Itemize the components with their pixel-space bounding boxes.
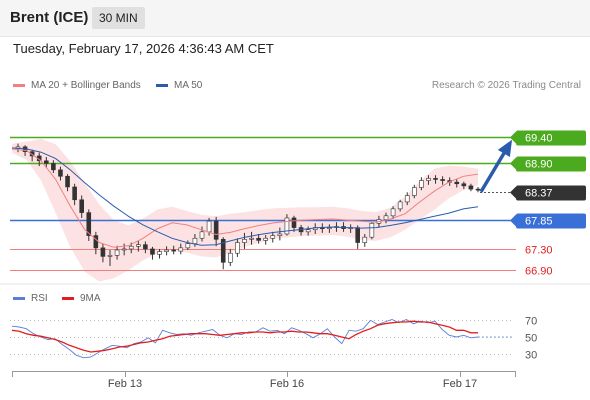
ma20-line bbox=[11, 148, 479, 248]
level-label-pointer bbox=[510, 131, 516, 144]
rsi-label: RSI bbox=[31, 293, 48, 304]
candle-body bbox=[369, 222, 375, 238]
candle-body bbox=[157, 251, 162, 255]
ma20-label: MA 20 + Bollinger Bands bbox=[31, 80, 141, 91]
legend-ma50: MA 50 bbox=[156, 80, 202, 91]
instrument-title: Brent (ICE) bbox=[10, 9, 89, 26]
candle-body bbox=[100, 247, 106, 257]
candle-body bbox=[397, 201, 403, 210]
oscillator-tick-label: 50 bbox=[525, 333, 537, 345]
9ma-label: 9MA bbox=[80, 293, 101, 304]
candle-body bbox=[107, 255, 113, 257]
9ma-swatch bbox=[62, 296, 74, 300]
level-label-pointer bbox=[510, 214, 516, 227]
legend-ma20: MA 20 + Bollinger Bands bbox=[13, 80, 141, 91]
candle-body bbox=[291, 217, 297, 228]
candle-body bbox=[206, 220, 212, 233]
candle-body bbox=[440, 179, 445, 181]
level-label-box bbox=[516, 156, 586, 172]
candle-body bbox=[390, 208, 396, 217]
candle-body bbox=[44, 160, 49, 164]
ma50-swatch bbox=[156, 83, 168, 87]
candle-body bbox=[192, 237, 198, 244]
candle-body bbox=[178, 247, 184, 252]
candle-body bbox=[305, 229, 311, 233]
rsi-line bbox=[11, 318, 479, 359]
candle-body bbox=[249, 237, 254, 240]
timestamp: Tuesday, February 17, 2026 4:36:43 AM CE… bbox=[13, 41, 274, 56]
candle-body bbox=[72, 186, 77, 201]
candle-body bbox=[404, 195, 410, 203]
ma50-line bbox=[11, 147, 479, 246]
level-label-box bbox=[516, 185, 586, 201]
oscillator-tick-label: 70 bbox=[525, 316, 537, 328]
candle-body bbox=[461, 183, 467, 187]
candle-body bbox=[51, 163, 56, 171]
candle-body bbox=[419, 180, 424, 188]
candle-body bbox=[199, 231, 205, 239]
candle-body bbox=[29, 151, 35, 157]
candle-body bbox=[256, 237, 261, 241]
candle-body bbox=[164, 249, 169, 252]
candle-body bbox=[412, 187, 417, 196]
x-axis-tick-label: Feb 16 bbox=[270, 378, 304, 390]
candle-body bbox=[270, 235, 276, 239]
candle-body bbox=[185, 243, 191, 249]
candle-body bbox=[355, 227, 360, 243]
candle-body bbox=[277, 233, 283, 236]
candle-body bbox=[426, 178, 431, 181]
level-label-text: 66.90 bbox=[525, 266, 553, 278]
candle-body bbox=[136, 244, 141, 247]
candle-body bbox=[220, 239, 226, 263]
candle-body bbox=[228, 252, 233, 263]
rsi-swatch bbox=[13, 296, 25, 300]
x-axis-tick-label: Feb 13 bbox=[108, 378, 142, 390]
candle-body bbox=[433, 178, 438, 180]
candle-body bbox=[128, 245, 134, 250]
candle-body bbox=[121, 248, 127, 251]
level-label-text: 68.90 bbox=[525, 159, 553, 171]
candle-body bbox=[475, 188, 481, 191]
candle-body bbox=[383, 215, 389, 220]
candle-body bbox=[362, 236, 368, 243]
candle-body bbox=[65, 175, 70, 188]
candle-body bbox=[284, 217, 290, 235]
candle-body bbox=[93, 235, 99, 249]
candle-body bbox=[213, 220, 219, 240]
level-label-pointer bbox=[510, 186, 516, 199]
level-label-text: 67.85 bbox=[525, 216, 553, 228]
candle-body bbox=[58, 169, 63, 177]
candle-body bbox=[263, 237, 268, 241]
candle-body bbox=[327, 227, 332, 229]
candle-body bbox=[171, 249, 176, 252]
level-label-pointer bbox=[510, 157, 516, 170]
copyright-text: Research © 2026 Trading Central bbox=[431, 80, 581, 91]
level-label-text: 69.40 bbox=[525, 133, 553, 145]
forecast-arrow-head bbox=[497, 139, 513, 158]
candle-body bbox=[235, 242, 240, 254]
legend-rsi: RSI bbox=[13, 293, 48, 304]
oscillator-tick-label: 30 bbox=[525, 350, 537, 362]
candle-body bbox=[468, 185, 474, 190]
candle-body bbox=[86, 212, 92, 236]
timeframe-button[interactable]: 30 MIN bbox=[92, 7, 145, 29]
level-label-text: 68.37 bbox=[525, 188, 553, 200]
level-label-box bbox=[516, 213, 586, 229]
candle-body bbox=[114, 249, 120, 256]
candle-body bbox=[143, 244, 148, 250]
candle-body bbox=[454, 181, 460, 185]
legend-9ma: 9MA bbox=[62, 293, 101, 304]
ma20-swatch bbox=[13, 83, 25, 87]
level-label-box bbox=[516, 130, 586, 146]
candle-body bbox=[150, 248, 155, 255]
x-axis-tick-label: Feb 17 bbox=[443, 378, 477, 390]
rsi-9ma-line bbox=[11, 320, 478, 353]
level-label-text: 67.30 bbox=[525, 245, 553, 257]
candle-body bbox=[79, 199, 84, 213]
candle-body bbox=[242, 239, 247, 243]
ma50-label: MA 50 bbox=[174, 80, 203, 91]
chart-header: Brent (ICE) 30 MIN bbox=[0, 0, 590, 37]
